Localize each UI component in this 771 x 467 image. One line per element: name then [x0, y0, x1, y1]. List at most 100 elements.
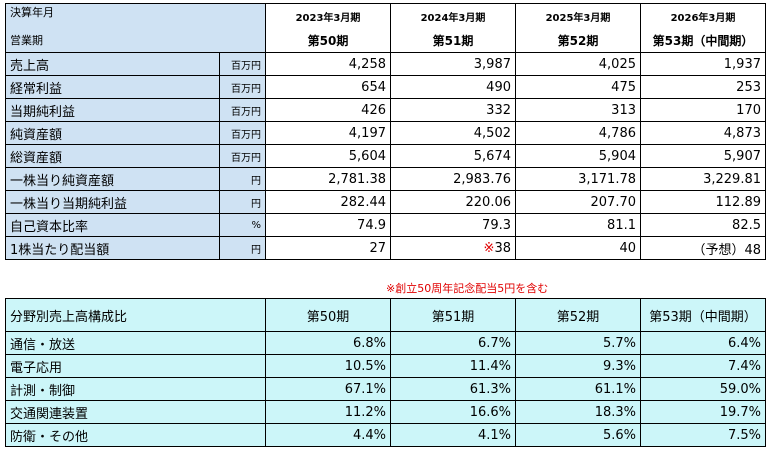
value-cell: 4,025 — [515, 52, 641, 76]
segment-value-cell: 59.0% — [640, 377, 766, 401]
row-unit: 百万円 — [219, 144, 266, 168]
segment-value-cell: 61.1% — [515, 377, 641, 401]
value-text: 38 — [494, 240, 511, 256]
footnote-marker: ※ — [483, 240, 495, 256]
segment-value-cell: 16.6% — [390, 400, 516, 424]
row-unit: 円 — [219, 167, 266, 191]
segment-period-cell: 第51期 — [390, 298, 516, 332]
value-cell: 170 — [640, 98, 766, 122]
financial-row: 売上高 百万円 4,258 3,987 4,025 1,937 — [5, 52, 766, 76]
value-cell: 81.1 — [515, 213, 641, 237]
value-cell: 3,229.81 — [640, 167, 766, 191]
financial-row: 一株当り純資産額円 2,781.38 2,983.76 3,171.78 3,229.8… — [5, 167, 766, 191]
value-cell: 4,873 — [640, 121, 766, 145]
value-cell: 207.70 — [515, 190, 641, 214]
fiscal-year-cell: 2025年3月期 — [515, 3, 641, 28]
fiscal-year-label: 決算年月 — [5, 3, 266, 28]
row-unit: 円 — [219, 236, 266, 260]
value-cell: 1,937 — [640, 52, 766, 76]
value-cell: 112.89 — [640, 190, 766, 214]
value-cell: 4,786 — [515, 121, 641, 145]
segment-row: 交通関連装置 11.2% 16.6% 18.3% 19.7% — [5, 400, 766, 424]
segment-value-cell: 18.3% — [515, 400, 641, 424]
segment-value-cell: 11.4% — [390, 354, 516, 378]
row-label: 経常利益 — [5, 75, 220, 99]
value-cell: ※38 — [390, 236, 516, 260]
value-cell: 426 — [265, 98, 391, 122]
value-cell: 3,171.78 — [515, 167, 641, 191]
row-label: 純資産額 — [5, 121, 220, 145]
business-period-cell: 第50期 — [265, 28, 391, 53]
financial-row: 純資産額 百万円 4,197 4,502 4,786 4,873 — [5, 121, 766, 145]
business-period-cell: 第53期（中間期） — [640, 28, 766, 53]
business-period-cell: 第52期 — [515, 28, 641, 53]
financial-row: 総資産額 百万円 5,604 5,674 5,904 5,907 — [5, 144, 766, 168]
row-unit: 百万円 — [219, 98, 266, 122]
segment-sales-table: 分野別売上高構成比 第50期 第51期 第52期 第53期（中間期） 通信・放送… — [5, 298, 766, 447]
segment-value-cell: 7.4% — [640, 354, 766, 378]
segment-value-cell: 67.1% — [265, 377, 391, 401]
segment-row: 通信・放送 6.8% 6.7% 5.7% 6.4% — [5, 331, 766, 355]
row-unit: 百万円 — [219, 75, 266, 99]
financial-row: 一株当り当期純利益円 282.44 220.06 207.70 112.89 — [5, 190, 766, 214]
value-cell: 5,604 — [265, 144, 391, 168]
row-unit: 円 — [219, 190, 266, 214]
dividend-footnote: ※創立50周年記念配当5円を含む — [386, 282, 549, 295]
value-cell: 4,258 — [265, 52, 391, 76]
value-cell: 79.3 — [390, 213, 516, 237]
segment-rows: 通信・放送 6.8% 6.7% 5.7% 6.4% 電子応用 10.5% 11.4% 9.3% 7… — [5, 331, 766, 447]
segment-value-cell: 6.4% — [640, 331, 766, 355]
segment-value-cell: 4.1% — [390, 423, 516, 447]
segment-value-cell: 61.3% — [390, 377, 516, 401]
segment-row: 電子応用 10.5% 11.4% 9.3% 7.4% — [5, 354, 766, 378]
segment-value-cell: 9.3% — [515, 354, 641, 378]
value-cell: 282.44 — [265, 190, 391, 214]
header-row-year: 決算年月 2023年3月期 2024年3月期 2025年3月期 2026年3月期 — [5, 3, 766, 28]
segment-period-cell: 第53期（中間期） — [640, 298, 766, 332]
segment-value-cell: 10.5% — [265, 354, 391, 378]
row-label: 当期純利益 — [5, 98, 220, 122]
value-cell: 253 — [640, 75, 766, 99]
segment-value-cell: 6.8% — [265, 331, 391, 355]
header-row-period: 営業期 第50期 第51期 第52期 第53期（中間期） — [5, 28, 766, 53]
value-cell: 654 — [265, 75, 391, 99]
segment-period-cell: 第52期 — [515, 298, 641, 332]
value-cell: 220.06 — [390, 190, 516, 214]
segment-header-row: 分野別売上高構成比 第50期 第51期 第52期 第53期（中間期） — [5, 298, 766, 332]
segment-period-cell: 第50期 — [265, 298, 391, 332]
value-cell: 5,674 — [390, 144, 516, 168]
value-cell: 475 — [515, 75, 641, 99]
value-cell: 2,781.38 — [265, 167, 391, 191]
segment-label: 通信・放送 — [5, 331, 266, 355]
row-unit: 百万円 — [219, 52, 266, 76]
business-period-label: 営業期 — [5, 28, 266, 53]
segment-table-title: 分野別売上高構成比 — [5, 298, 266, 332]
value-cell: 313 — [515, 98, 641, 122]
segment-value-cell: 4.4% — [265, 423, 391, 447]
value-cell: 332 — [390, 98, 516, 122]
fiscal-year-cell: 2023年3月期 — [265, 3, 391, 28]
value-cell: 490 — [390, 75, 516, 99]
financial-row: 1株当たり配当額円 27 ※38 40 （予想）48 — [5, 236, 766, 260]
financial-row: 自己資本比率% 74.9 79.3 81.1 82.5 — [5, 213, 766, 237]
financial-row: 経常利益 百万円 654 490 475 253 — [5, 75, 766, 99]
segment-row: 計測・制御 67.1% 61.3% 61.1% 59.0% — [5, 377, 766, 401]
value-cell: （予想）48 — [640, 236, 766, 260]
segment-label: 防衛・その他 — [5, 423, 266, 447]
value-cell: 3,987 — [390, 52, 516, 76]
financial-row: 当期純利益 百万円 426 332 313 170 — [5, 98, 766, 122]
segment-label: 交通関連装置 — [5, 400, 266, 424]
value-cell: 2,983.76 — [390, 167, 516, 191]
segment-value-cell: 11.2% — [265, 400, 391, 424]
segment-value-cell: 5.7% — [515, 331, 641, 355]
segment-label: 計測・制御 — [5, 377, 266, 401]
value-cell: 4,197 — [265, 121, 391, 145]
segment-label: 電子応用 — [5, 354, 266, 378]
fiscal-year-cell: 2024年3月期 — [390, 3, 516, 28]
value-cell: 40 — [515, 236, 641, 260]
segment-row: 防衛・その他 4.4% 4.1% 5.6% 7.5% — [5, 423, 766, 447]
value-cell: 4,502 — [390, 121, 516, 145]
value-cell: 82.5 — [640, 213, 766, 237]
row-label: 売上高 — [5, 52, 220, 76]
segment-value-cell: 6.7% — [390, 331, 516, 355]
